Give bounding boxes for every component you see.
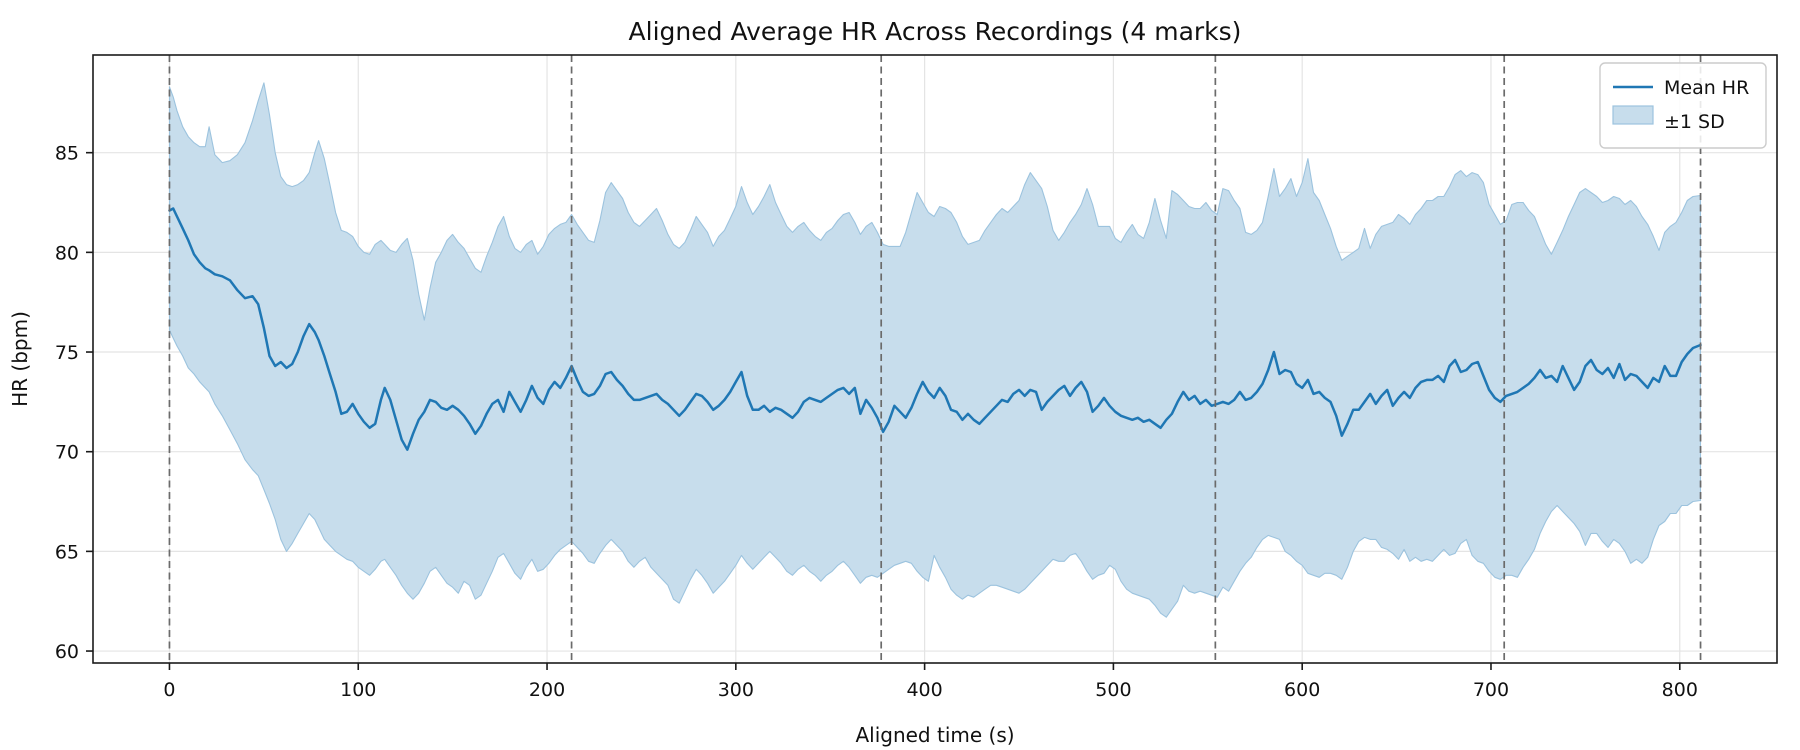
chart-title: Aligned Average HR Across Recordings (4 … [629, 17, 1242, 46]
y-tick-label: 60 [55, 641, 79, 663]
axes-spines [92, 54, 1778, 664]
legend-box [1599, 62, 1767, 149]
x-tick-label: 400 [906, 679, 942, 701]
legend-label-sd-band: ±1 SD [1664, 111, 1725, 133]
x-tick-label: 100 [340, 679, 376, 701]
x-tick-label: 600 [1284, 679, 1320, 701]
x-tick-label: 800 [1662, 679, 1698, 701]
y-tick-label: 75 [55, 342, 79, 364]
x-axis-label: Aligned time (s) [855, 723, 1014, 747]
mark-vlines [168, 55, 1702, 663]
y-tick-label: 65 [55, 541, 79, 563]
y-tick-label: 80 [55, 242, 79, 264]
legend: Mean HR ±1 SD [1599, 62, 1767, 149]
y-axis-label: HR (bpm) [8, 311, 32, 407]
sd-band-area [168, 82, 1702, 618]
mean-hr-line [168, 207, 1702, 451]
x-tick-label: 300 [718, 679, 754, 701]
x-tick-label: 200 [529, 679, 565, 701]
x-tick-label: 500 [1095, 679, 1131, 701]
y-tick-label: 85 [55, 143, 79, 165]
sd-band-patch-sample-icon [1612, 105, 1654, 125]
legend-label-mean-hr: Mean HR [1664, 77, 1749, 99]
y-tick-label: 70 [55, 442, 79, 464]
x-tick-label: 0 [163, 679, 175, 701]
axis-ticks: 0 100 200 300 400 500 600 700 800 60 65 70 75 80 85 [55, 143, 1698, 701]
data-layer [168, 82, 1702, 618]
x-tick-label: 700 [1473, 679, 1509, 701]
